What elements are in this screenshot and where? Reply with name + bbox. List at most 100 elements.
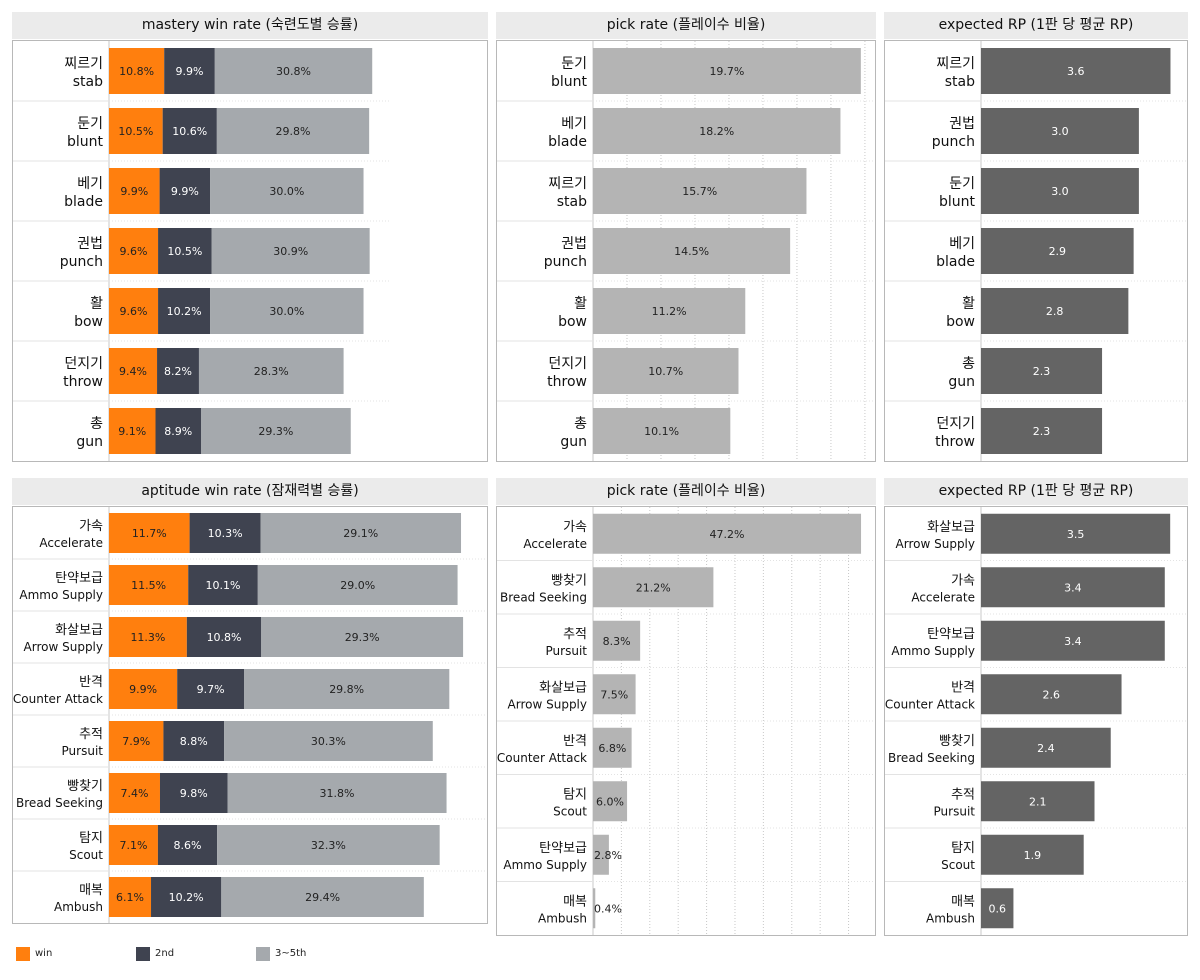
bar-throw	[981, 408, 1103, 454]
data-label: 29.1%	[343, 527, 378, 540]
data-label: 29.3%	[345, 631, 380, 644]
bar-blade	[981, 228, 1134, 274]
bar-3-5th-blunt	[216, 108, 370, 154]
data-label: 0.4%	[594, 902, 622, 915]
data-label: 7.9%	[122, 735, 150, 748]
tick-label-ko: 화살보급	[539, 680, 587, 695]
data-label: 10.5%	[167, 245, 202, 258]
data-label: 29.8%	[276, 125, 311, 138]
data-label: 11.7%	[132, 527, 167, 540]
tick-label-ko: 권법	[77, 236, 103, 252]
bar-3-5th-blade	[210, 168, 364, 214]
data-label: 8.9%	[164, 425, 192, 438]
mastery-pick-chart: 둔기 blunt 19.7% 베기 blade 18.2% 찌르기 stab 15.7% 권법 pu…	[497, 41, 875, 461]
data-label: 32.3%	[311, 839, 346, 852]
tick-label: throw	[63, 374, 103, 390]
data-label: 2.8	[1046, 305, 1064, 318]
bar-stab	[981, 48, 1171, 94]
tick-label: Pursuit	[934, 804, 976, 818]
data-label: 9.8%	[180, 787, 208, 800]
data-label: 2.8%	[594, 849, 622, 862]
tick-label: blunt	[551, 74, 588, 90]
legend-label-win: win	[35, 948, 53, 959]
bar-win-blade	[109, 168, 160, 214]
data-label: 9.9%	[176, 65, 204, 78]
data-label: 6.8%	[598, 742, 626, 755]
data-label: 10.6%	[172, 125, 207, 138]
data-label: 10.1%	[206, 579, 241, 592]
bar-accelerate	[593, 513, 862, 554]
chart-plot: 가속 Accelerate 47.2% 빵찾기 Bread Seeking 21.2% 추적…	[496, 506, 876, 936]
aptitude-win-panel: aptitude win rate (잠재력별 승률) 가속 Accelerate…	[12, 478, 488, 924]
chart-plot: 가속 Accelerate 11.7% 10.3% 29.1% 탄약보급 Ammo Supp…	[12, 506, 488, 924]
bar-win-throw	[109, 348, 158, 394]
tick-label-ko: 매복	[951, 894, 975, 909]
tick-label-ko: 둔기	[561, 56, 587, 72]
tick-label-ko: 추적	[563, 627, 587, 642]
legend-swatch-2nd	[136, 947, 150, 961]
bar-ambush	[593, 888, 596, 929]
tick-label: Counter Attack	[497, 751, 587, 765]
tick-label: throw	[935, 434, 975, 450]
bar-ambush	[981, 888, 1014, 929]
bar-3-5th-ammo-supply	[257, 565, 458, 605]
chart-plot: 둔기 blunt 19.7% 베기 blade 18.2% 찌르기 stab 15.7% 권법 pu…	[496, 40, 876, 462]
data-label: 3.0	[1051, 185, 1069, 198]
chart-title: aptitude win rate (잠재력별 승률)	[12, 478, 488, 505]
chart-plot: 찌르기 stab 10.8% 9.9% 30.8% 둔기 blunt 10.5% 10.6% 29…	[12, 40, 488, 462]
data-label: 10.3%	[208, 527, 243, 540]
bar-pursuit	[981, 781, 1095, 822]
tick-label-ko: 반격	[79, 675, 103, 690]
bar-2nd-pursuit	[163, 721, 225, 761]
data-label: 0.6	[988, 902, 1006, 915]
tick-label-ko: 추적	[79, 727, 103, 742]
chart-plot: 화살보급 Arrow Supply 3.5 가속 Accelerate 3.4 탄약보급 Am…	[884, 506, 1188, 936]
chart-title: pick rate (플레이수 비율)	[496, 12, 876, 39]
bar-2nd-blade	[159, 168, 211, 214]
data-label: 8.8%	[180, 735, 208, 748]
tick-label-ko: 활	[574, 296, 587, 312]
mastery-rp-chart: 찌르기 stab 3.6 권법 punch 3.0 둔기 blunt 3.0 베기 blade 2.9…	[885, 41, 1187, 461]
tick-label-ko: 베기	[949, 236, 975, 252]
bar-counter-attack	[593, 727, 632, 768]
bar-2nd-throw	[157, 348, 199, 394]
bar-win-bow	[109, 288, 159, 334]
mastery-rp-panel: expected RP (1판 당 평균 RP) 찌르기 stab 3.6 권법 pun…	[884, 12, 1188, 462]
bar-arrow-supply	[593, 674, 636, 715]
tick-label-ko: 둔기	[949, 176, 975, 192]
chart-title: expected RP (1판 당 평균 RP)	[884, 478, 1188, 505]
tick-label: Counter Attack	[13, 692, 103, 706]
tick-label-ko: 던지기	[548, 356, 587, 372]
data-label: 9.9%	[129, 683, 157, 696]
data-label: 6.1%	[116, 891, 144, 904]
tick-label: throw	[547, 374, 587, 390]
bar-2nd-accelerate	[189, 513, 261, 553]
tick-label: Arrow Supply	[24, 640, 103, 654]
bar-win-bread-seeking	[109, 773, 160, 813]
aptitude-rp-chart: 화살보급 Arrow Supply 3.5 가속 Accelerate 3.4 탄약보급 Am…	[885, 507, 1187, 935]
tick-label: Scout	[69, 848, 103, 862]
bar-win-accelerate	[109, 513, 190, 553]
bar-counter-attack	[981, 674, 1122, 715]
bar-3-5th-arrow-supply	[261, 617, 464, 657]
mastery-win-chart: 찌르기 stab 10.8% 9.9% 30.8% 둔기 blunt 10.5% 10.6% 29…	[13, 41, 391, 461]
bar-win-ambush	[109, 877, 152, 917]
tick-label: Arrow Supply	[508, 697, 587, 711]
tick-label: Pursuit	[546, 644, 588, 658]
data-label: 8.3%	[603, 635, 631, 648]
tick-label: gun	[76, 434, 103, 450]
bar-win-blunt	[109, 108, 163, 154]
data-label: 8.6%	[174, 839, 202, 852]
data-label: 3.4	[1064, 581, 1082, 594]
data-label: 9.9%	[120, 185, 148, 198]
tick-label: Ammo Supply	[503, 858, 587, 872]
tick-label: stab	[557, 194, 587, 210]
data-label: 15.7%	[682, 185, 717, 198]
data-label: 29.0%	[340, 579, 375, 592]
mastery-win-panel: mastery win rate (숙련도별 승률) 찌르기 stab 10.8% 9…	[12, 12, 488, 462]
data-label: 29.3%	[258, 425, 293, 438]
bar-gun	[593, 408, 731, 454]
tick-label: Pursuit	[62, 744, 104, 758]
tick-label-ko: 던지기	[936, 416, 975, 432]
tick-label-ko: 활	[962, 296, 975, 312]
